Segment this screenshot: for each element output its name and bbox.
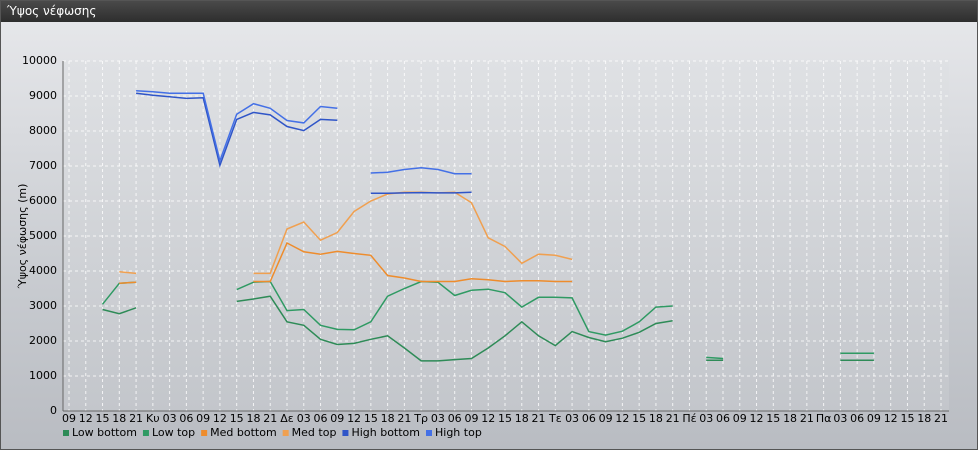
x-tick-label: 12	[884, 412, 898, 425]
x-tick-label: 12	[213, 412, 227, 425]
x-tick-label: 15	[96, 412, 110, 425]
y-tick-label: 3000	[29, 299, 57, 312]
y-tick-label: 4000	[29, 264, 57, 277]
x-tick-label: 06	[582, 412, 596, 425]
legend-swatch	[282, 430, 289, 436]
x-tick-label: 03	[297, 412, 311, 425]
y-axis-label: Ύψος νέφωσης (m)	[16, 184, 29, 290]
series-line	[136, 92, 472, 195]
x-tick-label: 18	[246, 412, 260, 425]
x-tick-label: 12	[615, 412, 629, 425]
x-tick-label: 21	[800, 412, 814, 425]
legend-swatch	[201, 430, 208, 436]
x-tick-label: 09	[599, 412, 613, 425]
legend-label: Low top	[152, 426, 195, 439]
legend-swatch	[342, 430, 349, 436]
legend-label: High top	[435, 426, 482, 439]
legend-label: Med bottom	[210, 426, 277, 439]
x-tick-label: 18	[515, 412, 529, 425]
x-tick-label: 15	[498, 412, 512, 425]
series-line	[119, 241, 573, 285]
x-tick-label: 21	[397, 412, 411, 425]
x-tick-label: Πα	[816, 412, 832, 425]
y-tick-label: 9000	[29, 89, 57, 102]
x-tick-label: 12	[481, 412, 495, 425]
x-tick-label: 03	[699, 412, 713, 425]
x-tick-label: 09	[196, 412, 210, 425]
x-tick-label: 18	[112, 412, 126, 425]
legend-label: High bottom	[351, 426, 420, 439]
x-tick-label: 15	[900, 412, 914, 425]
x-tick-label: 15	[766, 412, 780, 425]
x-tick-label: 06	[850, 412, 864, 425]
legend-swatch	[142, 430, 149, 436]
legend-swatch	[63, 430, 69, 436]
x-tick-label: 06	[179, 412, 193, 425]
x-tick-label: 18	[917, 412, 931, 425]
x-tick-label: 21	[263, 412, 277, 425]
x-tick-label: 15	[230, 412, 244, 425]
series-line	[102, 295, 874, 362]
x-tick-label: 03	[163, 412, 177, 425]
x-tick-label: 12	[79, 412, 93, 425]
title-bar: Ύψος νέφωσης	[1, 1, 977, 22]
x-tick-label: 09	[464, 412, 478, 425]
y-tick-label: 7000	[29, 159, 57, 172]
y-tick-label: 1000	[29, 369, 57, 382]
x-tick-label: 18	[649, 412, 663, 425]
legend-label: Low bottom	[72, 426, 137, 439]
x-tick-label: 09	[330, 412, 344, 425]
x-tick-label: 18	[783, 412, 797, 425]
x-tick-label: Κυ	[146, 412, 160, 425]
legend-label: Med top	[292, 426, 337, 439]
x-tick-label: 09	[733, 412, 747, 425]
x-tick-label: 18	[381, 412, 395, 425]
x-tick-label: 06	[716, 412, 730, 425]
x-tick-label: Δε	[280, 412, 294, 425]
x-tick-label: 03	[565, 412, 579, 425]
x-tick-label: 21	[934, 412, 948, 425]
x-tick-label: 21	[129, 412, 143, 425]
series-line	[136, 90, 472, 175]
x-tick-label: Τρ	[413, 412, 428, 425]
y-tick-label: 6000	[29, 194, 57, 207]
x-tick-label: 12	[347, 412, 361, 425]
y-tick-label: 2000	[29, 334, 57, 347]
x-tick-label: 03	[833, 412, 847, 425]
y-tick-label: 10000	[22, 54, 57, 67]
x-tick-label: 15	[632, 412, 646, 425]
x-tick-label: 21	[666, 412, 680, 425]
y-tick-label: 0	[50, 404, 57, 417]
x-tick-label: 12	[750, 412, 764, 425]
y-tick-label: 8000	[29, 124, 57, 137]
x-tick-label: 06	[314, 412, 328, 425]
x-tick-label: 06	[448, 412, 462, 425]
legend-swatch	[426, 430, 432, 436]
x-tick-label: 15	[364, 412, 378, 425]
x-tick-label: 03	[431, 412, 445, 425]
chart: Ύψος νέφωσης (m) 0 1000 2000 3000 4000 5000 60…	[16, 54, 949, 439]
x-tick-label: Πέ	[682, 412, 696, 425]
x-tick-label: 09	[62, 412, 76, 425]
x-tick-label: Τε	[548, 412, 562, 425]
x-tick-label: 21	[532, 412, 546, 425]
x-tick-label: 09	[867, 412, 881, 425]
y-tick-label: 5000	[29, 229, 57, 242]
